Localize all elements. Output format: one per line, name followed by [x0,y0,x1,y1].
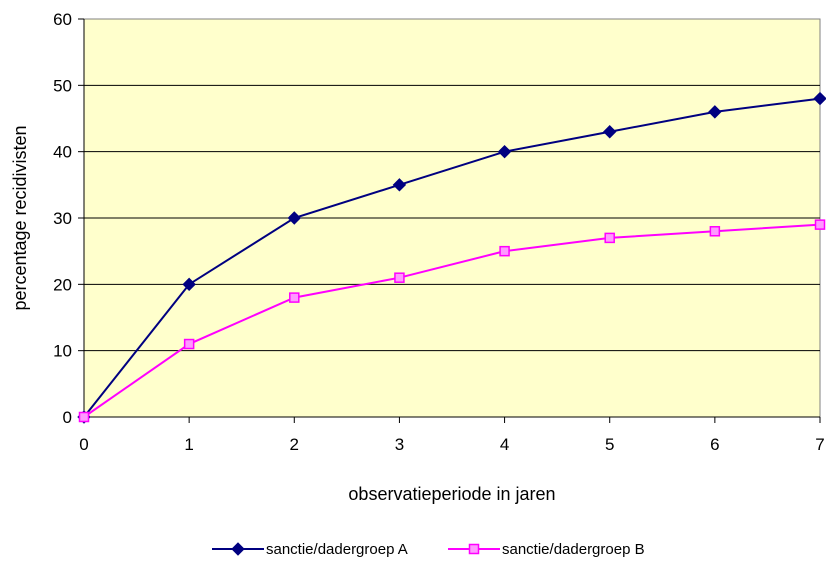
data-point-b [289,292,300,303]
legend-label-b: sanctie/dadergroep B [502,541,645,558]
series-line-b [83,223,821,418]
legend-label-a: sanctie/dadergroep A [266,541,408,558]
legend-marker-a [231,542,245,556]
x-tick-label: 2 [290,435,299,454]
data-point-a [603,125,617,139]
y-tick-label: 30 [53,209,72,228]
data-point-a [392,178,407,192]
data-point-a [813,91,826,106]
x-tick-label: 5 [605,435,614,454]
gridlines [84,84,820,352]
data-point-a [287,211,301,225]
data-point-b [709,226,721,237]
y-tick-label: 20 [53,275,72,294]
x-tick-label: 0 [79,435,88,454]
data-point-b [604,232,615,244]
data-point-b [394,272,405,283]
y-tick-label: 0 [63,408,72,427]
y-tick-label: 50 [53,76,72,95]
series-line-a [83,97,821,418]
y-tick-label: 60 [53,10,72,29]
axes [78,18,821,423]
data-point-b [183,338,195,350]
data-point-b [499,245,510,257]
x-tick-label: 6 [710,435,719,454]
series-markers [77,91,826,424]
series-lines [83,97,821,418]
data-point-b [814,219,826,230]
y-axis-title: percentage recidivisten [10,125,30,310]
x-tick-label: 4 [500,435,509,454]
x-tick-label: 7 [815,435,824,454]
y-tick-label: 10 [53,342,72,361]
legend-marker-b [468,543,480,555]
data-point-a [182,277,196,292]
y-tick-label: 40 [53,143,72,162]
data-point-a [708,105,722,119]
data-point-b [78,411,90,423]
x-tick-label: 1 [184,435,193,454]
tick-labels: 0 10 20 30 40 50 60 0 1 2 3 4 5 6 7 [53,10,825,454]
x-tick-label: 3 [395,435,404,454]
x-axis-title: observatieperiode in jaren [348,484,555,504]
legend: sanctie/dadergroep A sanctie/dadergroep B [212,541,645,558]
data-point-a [497,144,512,159]
